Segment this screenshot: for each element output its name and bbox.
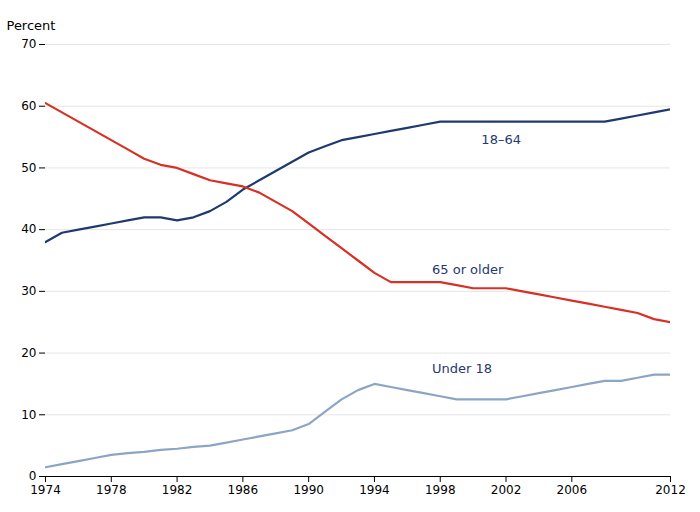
svg-text:2006: 2006: [557, 483, 588, 497]
svg-text:1974: 1974: [30, 483, 61, 497]
svg-text:2012: 2012: [655, 483, 686, 497]
svg-text:50: 50: [21, 161, 36, 175]
svg-text:65 or older: 65 or older: [432, 262, 504, 277]
svg-text:20: 20: [21, 346, 36, 360]
svg-text:1990: 1990: [293, 483, 324, 497]
svg-text:70: 70: [21, 37, 36, 51]
svg-text:10: 10: [21, 408, 36, 422]
svg-text:Percent: Percent: [7, 18, 56, 33]
svg-text:60: 60: [21, 99, 36, 113]
svg-text:1982: 1982: [162, 483, 193, 497]
svg-text:1998: 1998: [425, 483, 456, 497]
svg-text:1978: 1978: [96, 483, 127, 497]
svg-text:30: 30: [21, 284, 36, 298]
svg-text:1994: 1994: [359, 483, 390, 497]
svg-text:Under 18: Under 18: [432, 361, 492, 376]
svg-text:0: 0: [29, 469, 37, 483]
svg-text:1986: 1986: [228, 483, 259, 497]
svg-text:18–64: 18–64: [481, 132, 521, 147]
svg-text:40: 40: [21, 222, 36, 236]
svg-text:2002: 2002: [491, 483, 522, 497]
